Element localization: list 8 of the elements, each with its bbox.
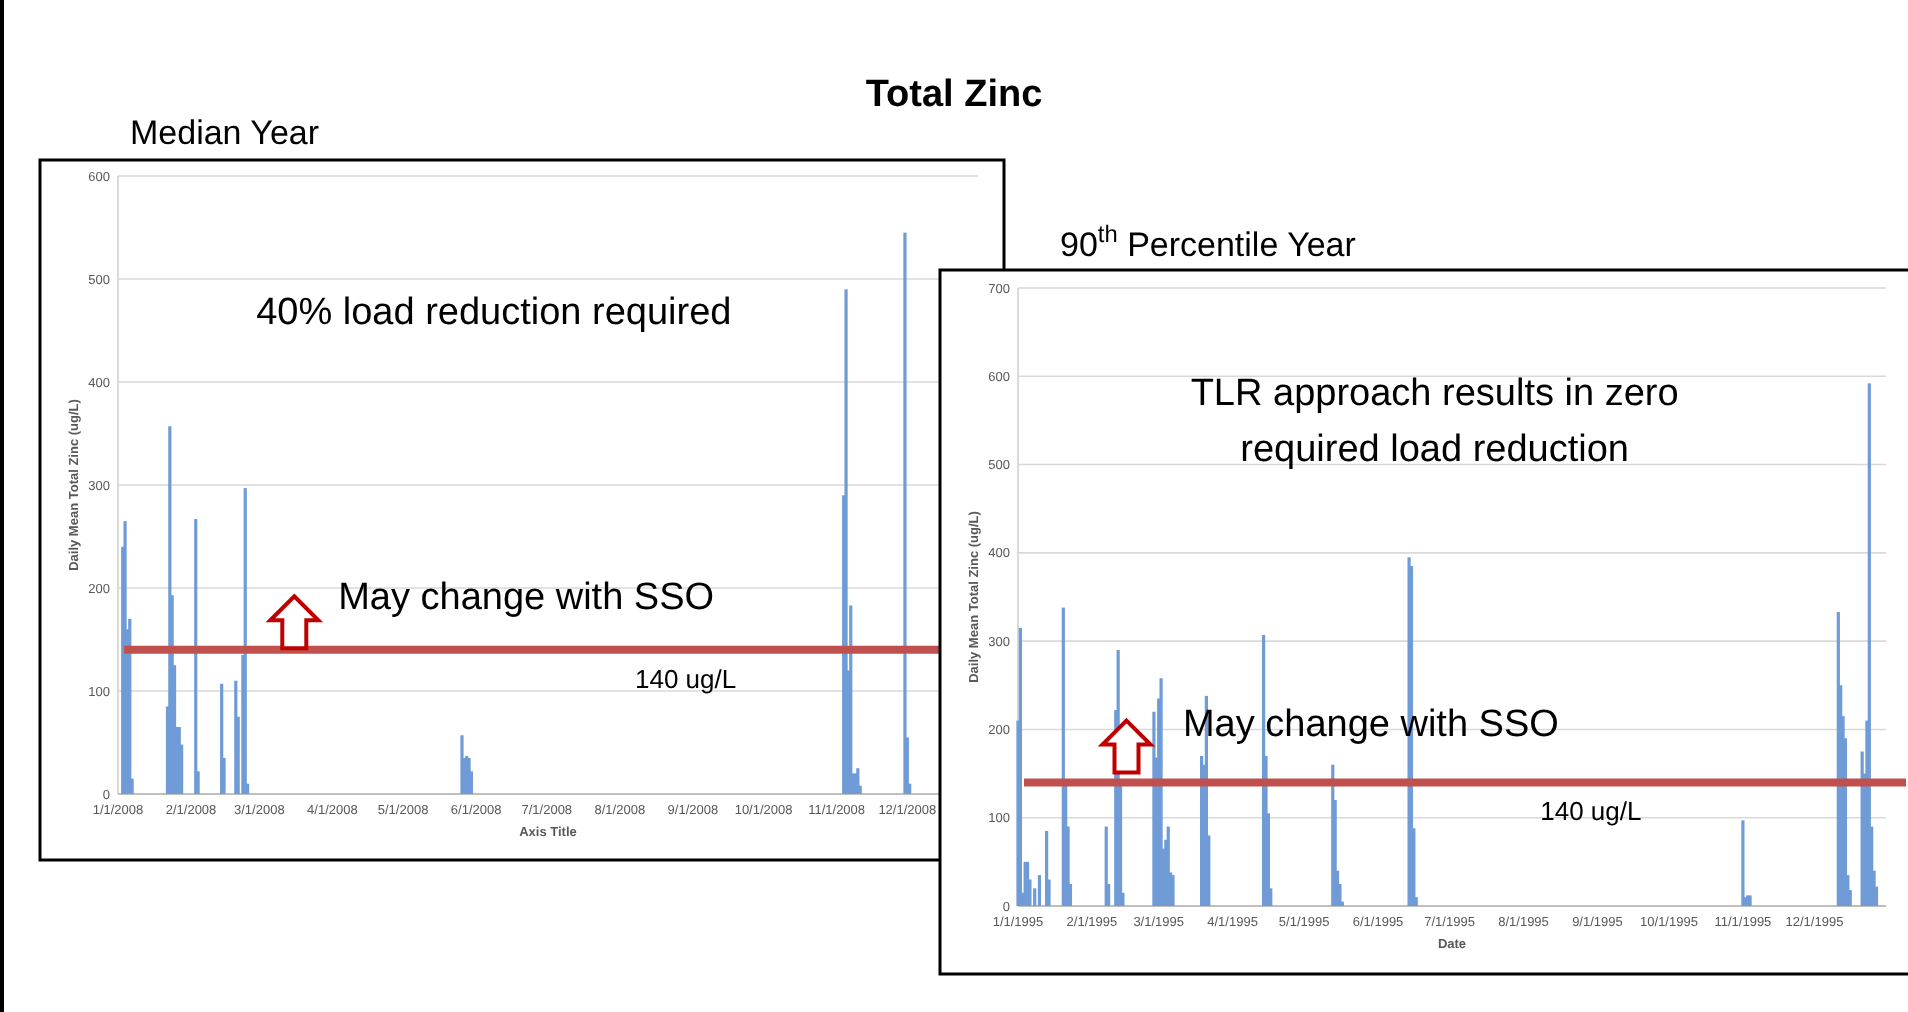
annotation: 40% load reduction required bbox=[256, 292, 732, 335]
annotation: May change with SSO bbox=[338, 576, 715, 619]
chart-subtitle: Median Year bbox=[130, 114, 320, 152]
ref-line-label: 140 ug/L bbox=[1540, 796, 1642, 827]
annotation: TLR approach results in zero required load reduction bbox=[1190, 373, 1679, 472]
chart-title: Total Zinc bbox=[865, 74, 1044, 116]
chart-title: 90$^{th}$ Percentile Year bbox=[1060, 220, 1357, 264]
ref-line-label: 140 ug/L bbox=[634, 663, 737, 694]
